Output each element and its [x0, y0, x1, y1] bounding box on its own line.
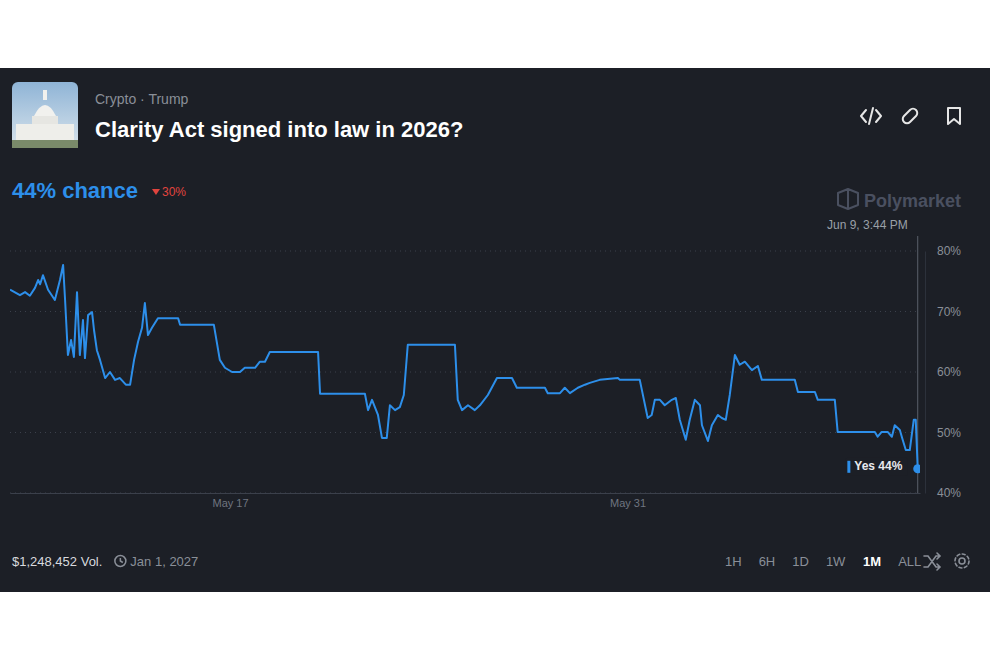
change-arrow [152, 189, 160, 195]
header-icons [861, 108, 960, 124]
y-tick: 50% [925, 426, 961, 440]
y-tick-label: 80% [937, 244, 961, 258]
range-button[interactable]: 1M [863, 554, 881, 569]
grid-line [10, 432, 920, 433]
clock-face [115, 556, 126, 567]
volume-label: $1,248,452 Vol. [12, 554, 102, 569]
x-tick: May 31 [610, 493, 646, 509]
x-tick-label: May 31 [610, 497, 646, 509]
end-label-box [845, 458, 907, 476]
y-tick-label: 70% [937, 305, 961, 319]
panel-background [0, 68, 990, 592]
icon-base [16, 124, 74, 140]
y-tick: 40% [925, 486, 961, 500]
shuffle-icon[interactable] [924, 553, 940, 570]
x-axis: May 17 May 31 [11, 493, 921, 509]
grid [10, 251, 920, 493]
icon-drum [32, 116, 58, 124]
price-line [10, 265, 918, 469]
icon-ground [12, 140, 78, 148]
icon-sky [12, 82, 78, 148]
watermark-logo [838, 189, 858, 209]
gear-center [959, 558, 965, 564]
x-tick: May 17 [213, 493, 249, 509]
watermark: Polymarket [838, 189, 961, 211]
end-label-text: Yes 44% [854, 459, 902, 473]
end-date-label: Jan 1, 2027 [130, 554, 198, 569]
page-background [0, 0, 990, 660]
range-button[interactable]: 1H [725, 554, 742, 569]
range-button[interactable]: ALL [898, 554, 921, 569]
change-label: 30% [162, 185, 186, 199]
gear-teeth[interactable] [955, 554, 969, 568]
category-label: Crypto · Trump [95, 91, 189, 107]
y-tick-label: 60% [937, 365, 961, 379]
y-tick: 70% [925, 305, 961, 319]
y-tick-label: 50% [937, 426, 961, 440]
market-icon [12, 82, 78, 148]
headline: 44% chance [12, 178, 138, 203]
range-button[interactable]: 1D [792, 554, 809, 569]
bookmark-icon [948, 108, 960, 124]
y-axis: 40% 50% 60% 70% 80% [925, 244, 961, 500]
y-tick-label: 40% [937, 486, 961, 500]
chart-svg: Crypto · Trump Clarity Act signed into la… [0, 0, 990, 660]
clock-icon [115, 556, 126, 567]
clock-hands [120, 558, 123, 563]
end-point [913, 464, 920, 473]
chart-root: Crypto · Trump Clarity Act signed into la… [0, 0, 990, 660]
plot-area [10, 265, 920, 473]
grid-line [10, 251, 920, 252]
range-button[interactable]: 1W [826, 554, 846, 569]
icon-dome [34, 105, 56, 116]
range-button[interactable]: 6H [759, 554, 776, 569]
chart-title: Clarity Act signed into law in 2026? [95, 117, 463, 142]
end-label-bar [847, 461, 850, 473]
embed-icon [861, 108, 881, 124]
link-icon [903, 109, 917, 123]
y-tick: 80% [925, 244, 961, 258]
y-axis-line [925, 252, 926, 494]
x-tick-label: May 17 [213, 497, 249, 509]
x-axis-line [11, 493, 921, 494]
grid-line [10, 493, 920, 494]
footer-icons [924, 553, 969, 570]
y-tick: 60% [925, 365, 961, 379]
icon-spire [43, 90, 47, 100]
hover-label: Jun 9, 3:44 PM [827, 218, 908, 232]
watermark-text: Polymarket [864, 191, 961, 211]
end-label: Yes 44% [845, 458, 907, 476]
grid-line [10, 372, 920, 373]
